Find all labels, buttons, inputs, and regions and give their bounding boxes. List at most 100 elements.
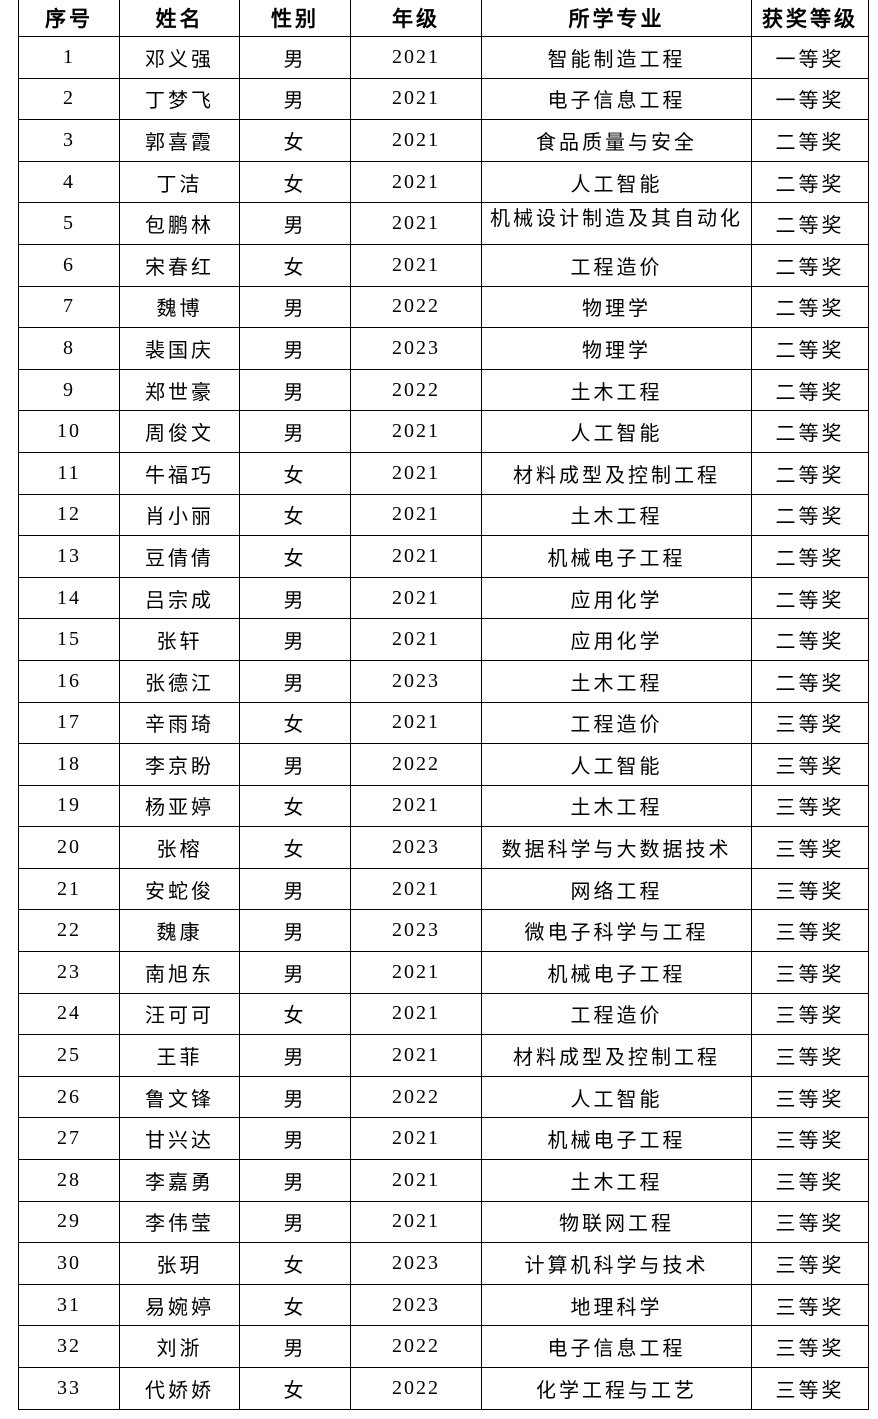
cell-grade: 2021 [350, 202, 482, 245]
cell-gender: 男 [239, 1034, 351, 1077]
cell-major: 人工智能 [481, 743, 752, 786]
cell-award: 三等奖 [751, 1034, 869, 1077]
cell-index: 26 [18, 1075, 120, 1119]
cell-award: 一等奖 [751, 36, 869, 79]
table-row: 22 魏康男 2023 微电子科学与工程 三等奖 [18, 909, 869, 953]
cell-major: 物联网工程 [481, 1200, 752, 1244]
cell-name: 包鹏林 [119, 202, 240, 245]
cell-award: 二等奖 [751, 160, 869, 204]
table-row: 21 安蛇俊男 2021 网络工程 三等奖 [18, 867, 869, 911]
cell-award: 二等奖 [751, 576, 869, 620]
cell-award: 二等奖 [751, 410, 869, 453]
cell-major: 材料成型及控制工程 [481, 1034, 752, 1077]
cell-grade: 2022 [350, 1075, 482, 1119]
cell-major: 人工智能 [481, 160, 752, 204]
cell-name: 郑世豪 [119, 368, 240, 412]
table-header-row: 序号 姓名 性别 年级 所学专业 获奖等级 [18, 0, 869, 37]
cell-major: 微电子科学与工程 [481, 909, 752, 953]
cell-grade: 2021 [350, 867, 482, 911]
major-text: 机械设计制造及其自动化 [490, 207, 743, 230]
cell-award: 三等奖 [751, 909, 869, 953]
cell-grade: 2022 [350, 368, 482, 412]
cell-grade: 2023 [350, 1283, 482, 1327]
cell-major: 工程造价 [481, 243, 752, 287]
cell-major: 土木工程 [481, 1159, 752, 1202]
cell-grade: 2022 [350, 285, 482, 329]
header-name: 姓名 [119, 0, 240, 37]
cell-index: 4 [18, 160, 120, 204]
cell-gender: 女 [239, 784, 351, 828]
table-row: 25 王菲男 2021 材料成型及控制工程 三等奖 [18, 1034, 869, 1077]
cell-grade: 2022 [350, 1325, 482, 1368]
cell-grade: 2023 [350, 327, 482, 370]
cell-major: 数据科学与大数据技术 [481, 826, 752, 869]
cell-award: 三等奖 [751, 1367, 869, 1410]
cell-award: 二等奖 [751, 493, 869, 537]
cell-grade: 2021 [350, 160, 482, 204]
table-row: 16 张德江男 2023 土木工程 二等奖 [18, 659, 869, 703]
cell-gender: 男 [239, 1325, 351, 1368]
table-row: 26 鲁文锋男 2022 人工智能 三等奖 [18, 1075, 869, 1119]
cell-name: 丁梦飞 [119, 77, 240, 121]
cell-major: 人工智能 [481, 410, 752, 453]
table-row: 7 魏博男 2022 物理学 二等奖 [18, 285, 869, 329]
header-index: 序号 [18, 0, 120, 37]
table-row: 17 辛雨琦女 2021 工程造价 三等奖 [18, 701, 869, 745]
cell-name: 安蛇俊 [119, 867, 240, 911]
cell-gender: 女 [239, 826, 351, 869]
table-row: 27 甘兴达男 2021 机械电子工程 三等奖 [18, 1117, 869, 1161]
cell-gender: 男 [239, 1159, 351, 1202]
cell-major: 食品质量与安全 [481, 119, 752, 162]
cell-award: 二等奖 [751, 618, 869, 661]
cell-major: 土木工程 [481, 493, 752, 537]
cell-major: 材料成型及控制工程 [481, 451, 752, 495]
cell-gender: 女 [239, 451, 351, 495]
cell-grade: 2021 [350, 1034, 482, 1077]
cell-award: 三等奖 [751, 1117, 869, 1161]
cell-index: 3 [18, 119, 120, 162]
cell-name: 刘浙 [119, 1325, 240, 1368]
cell-award: 二等奖 [751, 243, 869, 287]
table-row: 28 李嘉勇男 2021 土木工程 三等奖 [18, 1159, 869, 1202]
cell-award: 二等奖 [751, 451, 869, 495]
cell-grade: 2022 [350, 1367, 482, 1410]
cell-gender: 男 [239, 410, 351, 453]
cell-award: 二等奖 [751, 285, 869, 329]
cell-grade: 2021 [350, 618, 482, 661]
cell-name: 张玥 [119, 1242, 240, 1285]
header-gender: 性别 [239, 0, 351, 37]
cell-award: 三等奖 [751, 826, 869, 869]
cell-grade: 2021 [350, 493, 482, 537]
cell-index: 32 [18, 1325, 120, 1368]
cell-award: 三等奖 [751, 1200, 869, 1244]
cell-award: 三等奖 [751, 1159, 869, 1202]
table-row: 23 南旭东男 2021 机械电子工程 三等奖 [18, 951, 869, 994]
table-row: 18 李京盼男 2022 人工智能 三等奖 [18, 743, 869, 786]
cell-index: 5 [18, 202, 120, 245]
cell-name: 周俊文 [119, 410, 240, 453]
cell-major: 网络工程 [481, 867, 752, 911]
cell-index: 24 [18, 992, 120, 1036]
cell-award: 三等奖 [751, 992, 869, 1036]
cell-index: 6 [18, 243, 120, 287]
cell-major: 机械电子工程 [481, 1117, 752, 1161]
cell-index: 1 [18, 36, 120, 79]
cell-grade: 2021 [350, 784, 482, 828]
cell-major: 应用化学 [481, 618, 752, 661]
cell-gender: 男 [239, 618, 351, 661]
cell-name: 张德江 [119, 659, 240, 703]
cell-gender: 女 [239, 243, 351, 287]
cell-major: 智能制造工程 [481, 36, 752, 79]
cell-name: 魏博 [119, 285, 240, 329]
header-grade: 年级 [350, 0, 482, 37]
cell-name: 李嘉勇 [119, 1159, 240, 1202]
header-award: 获奖等级 [751, 0, 869, 37]
cell-major: 人工智能 [481, 1075, 752, 1119]
cell-grade: 2021 [350, 1117, 482, 1161]
cell-index: 15 [18, 618, 120, 661]
cell-gender: 男 [239, 576, 351, 620]
cell-major: 机械电子工程 [481, 951, 752, 994]
cell-grade: 2021 [350, 576, 482, 620]
cell-name: 郭喜霞 [119, 119, 240, 162]
cell-grade: 2021 [350, 36, 482, 79]
